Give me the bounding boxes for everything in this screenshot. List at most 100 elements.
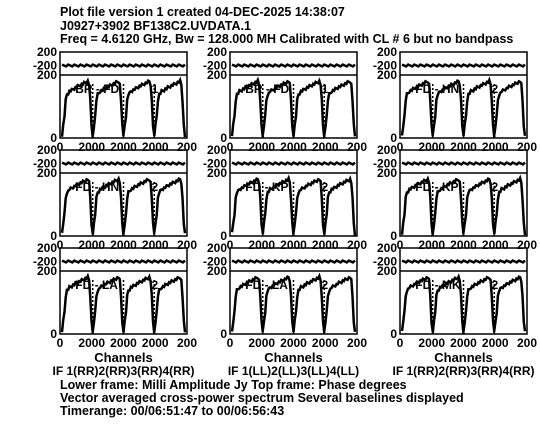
amplitude-line [493, 275, 527, 332]
phase-line [231, 63, 356, 68]
phase-tick-label: -200 [33, 59, 57, 73]
x-tick-label: 2000 [142, 140, 169, 154]
amplitude-line [323, 175, 357, 236]
x-tick-label: 2000 [280, 140, 307, 154]
amplitude-line [230, 275, 265, 333]
panel-if-label: 1 [151, 82, 158, 96]
x-tick-label: 2000 [418, 238, 445, 252]
phase-line [401, 259, 526, 264]
phase-line [401, 161, 526, 166]
amplitude-line [400, 79, 435, 137]
amplitude-line [462, 76, 496, 138]
x-tick-label: 2000 [110, 336, 137, 350]
panel-baseline-label: FD - MK [415, 278, 461, 292]
x-tick-label: 2000 [482, 336, 509, 350]
amp-tick-label: 0 [50, 131, 57, 145]
panel-baseline-label: FD - LA [75, 278, 118, 292]
amp-tick-label: 200 [377, 68, 397, 82]
phase-tick-label: 200 [37, 143, 57, 157]
x-tick-label: 0 [57, 336, 64, 350]
phase-tick-label: -200 [203, 255, 227, 269]
panel-baseline-label: BR - FD [245, 82, 289, 96]
phase-tick-label: -200 [373, 255, 397, 269]
amp-tick-label: 0 [390, 131, 397, 145]
panel-if-label: 2 [151, 180, 158, 194]
amplitude-line [91, 175, 125, 236]
panel-baseline-label: FD - HN [415, 82, 459, 96]
amp-tick-label: 0 [220, 327, 227, 341]
phase-line [61, 161, 186, 166]
phase-tick-label: 200 [207, 241, 227, 255]
x-tick-label: 2000 [482, 140, 509, 154]
phase-line [231, 259, 356, 264]
x-tick-label: 2000 [450, 140, 477, 154]
amplitude-line [462, 275, 496, 333]
panel-if-label: 2 [321, 180, 328, 194]
x-axis-label: Channels [434, 350, 493, 365]
amp-tick-label: 200 [207, 166, 227, 180]
amplitude-line [153, 76, 187, 138]
x-tick-label: 0 [227, 336, 234, 350]
x-tick-label: 2000 [418, 336, 445, 350]
x-tick-label: 0 [397, 238, 404, 252]
amp-tick-label: 0 [50, 229, 57, 243]
x-axis-label: Channels [94, 350, 153, 365]
footer-line-3: Timerange: 00/06:51:47 to 00/06:56:43 [60, 404, 285, 418]
x-tick-label: 2000 [280, 336, 307, 350]
amp-tick-label: 200 [37, 264, 57, 278]
amplitude-line [261, 79, 295, 136]
phase-line [61, 63, 186, 68]
amplitude-line [292, 272, 326, 334]
header-line-3: Freq = 4.6120 GHz, Bw = 128.000 MH Calib… [60, 32, 514, 46]
x-tick-label: 2000 [78, 238, 105, 252]
panel-if-label: 2 [491, 82, 498, 96]
if-polarization-label: IF 1(RR)2(RR)3(RR)4(RR) [393, 364, 535, 378]
phase-tick-label: 200 [377, 143, 397, 157]
amplitude-line [292, 77, 326, 138]
amplitude-line [493, 174, 527, 236]
panel-if-label: 2 [491, 180, 498, 194]
amplitude-line [91, 79, 125, 137]
amplitude-line [91, 275, 125, 332]
amp-tick-label: 200 [377, 166, 397, 180]
x-tick-label: 2000 [450, 336, 477, 350]
panel-if-label: 2 [151, 278, 158, 292]
phase-tick-label: 200 [207, 45, 227, 59]
panel-baseline-label: FD - HN [75, 180, 119, 194]
x-tick-label: 2000 [280, 238, 307, 252]
x-tick-label: 2000 [248, 140, 275, 154]
amplitude-line [462, 177, 496, 234]
x-tick-label: 2000 [110, 140, 137, 154]
phase-tick-label: -200 [33, 157, 57, 171]
x-axis-label: Channels [264, 350, 323, 365]
amp-tick-label: 200 [207, 264, 227, 278]
amplitude-line [431, 177, 465, 235]
x-tick-label: 2000 [142, 238, 169, 252]
panel-baseline-label: FD - KP [245, 180, 288, 194]
footer-line-1: Lower frame: Milli Amplitude Jy Top fram… [60, 378, 407, 392]
phase-tick-label: -200 [203, 59, 227, 73]
amplitude-line [323, 275, 357, 332]
x-tick-label: 2000 [312, 336, 339, 350]
x-tick-label: 2000 [312, 140, 339, 154]
x-tick-label: 0 [57, 238, 64, 252]
phase-tick-label: 200 [377, 241, 397, 255]
amplitude-line [431, 273, 465, 334]
amplitude-line [431, 79, 465, 136]
panel-baseline-label: FD - LA [245, 278, 288, 292]
phase-tick-label: -200 [373, 59, 397, 73]
amp-tick-label: 0 [220, 229, 227, 243]
x-tick-label: 2000 [248, 336, 275, 350]
amp-tick-label: 200 [37, 68, 57, 82]
x-tick-label: 2000 [110, 238, 137, 252]
amp-tick-label: 0 [390, 229, 397, 243]
if-polarization-label: IF 1(RR)2(RR)3(RR)4(RR) [53, 364, 195, 378]
x-tick-label: 200 [347, 336, 367, 350]
amplitude-line [493, 79, 527, 136]
